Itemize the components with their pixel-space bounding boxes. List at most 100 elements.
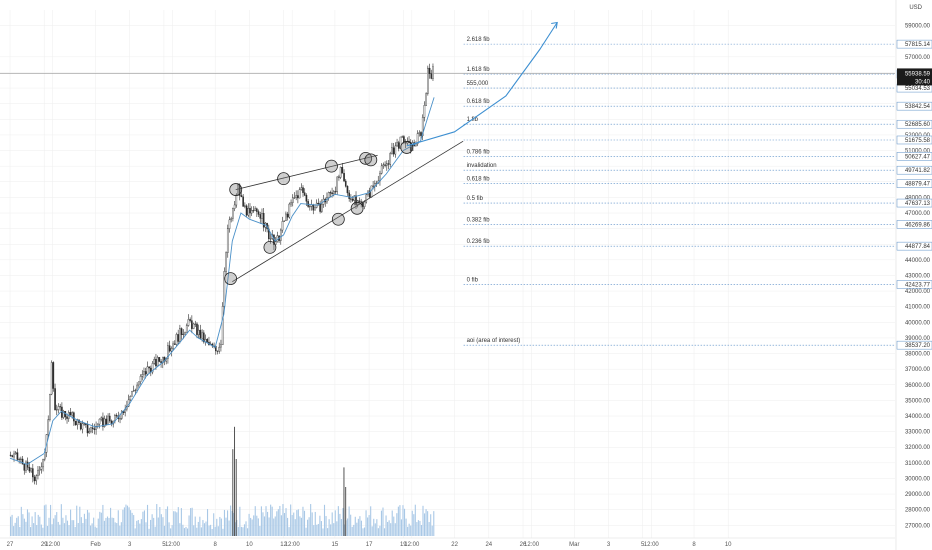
candle-body (138, 381, 140, 386)
volume-bar (114, 522, 116, 536)
volume-bar (142, 511, 144, 536)
candle-body (341, 166, 344, 174)
volume-bar (214, 526, 216, 536)
volume-bar (297, 509, 299, 536)
volume-bar (94, 526, 96, 536)
candle-body (321, 204, 323, 212)
time-tick: 26 (520, 542, 527, 548)
volume-spike (234, 426, 236, 536)
candle-body (425, 93, 427, 106)
wedge-pattern (224, 140, 464, 285)
volume-bar (199, 516, 201, 536)
volume-bar (431, 525, 433, 536)
fib-label: 0.5 fib (467, 196, 484, 202)
candle-body (170, 348, 173, 352)
volume-bar (339, 513, 341, 536)
projection-arrowhead (551, 21, 558, 29)
volume-bar (376, 519, 378, 536)
time-tick: 24 (485, 542, 492, 548)
price-tag-label: 44877.84 (905, 244, 931, 250)
volume-bar (288, 527, 290, 536)
price-tick: 40000.00 (905, 320, 931, 326)
volume-bar (250, 517, 252, 536)
candle-body (38, 468, 41, 471)
volume-bar (254, 506, 256, 536)
candle-body (233, 204, 236, 209)
volume-bar (79, 506, 81, 536)
volume-bar (108, 517, 110, 536)
candle-body (372, 185, 374, 187)
candle-body (14, 452, 17, 455)
time-tick: 27 (7, 542, 14, 548)
price-tag (896, 198, 932, 208)
price-tick: 34000.00 (905, 414, 931, 420)
volume-bar (319, 515, 321, 536)
volume-bar (428, 522, 430, 536)
time-tick: 29 (41, 542, 48, 548)
volume-bar (294, 519, 296, 536)
volume-bar (385, 515, 387, 536)
volume-bar (208, 525, 210, 536)
volume-bar (136, 520, 138, 536)
volume-bar (310, 504, 312, 536)
price-tag (896, 119, 932, 129)
price-tick: 39000.00 (905, 336, 931, 342)
volume-bar (19, 527, 21, 536)
candle-body (156, 357, 159, 367)
candle-body (172, 343, 174, 349)
volume-bar (333, 523, 335, 536)
candle-body (37, 470, 39, 476)
volume-bar (277, 509, 279, 536)
price-axis[interactable]: 59000.0057000.0052000.0051000.0048000.00… (895, 0, 932, 550)
volume-bar (342, 508, 344, 536)
fib-label: 0.618 fib (467, 177, 491, 183)
volume-bar (303, 510, 306, 536)
candle-body (185, 325, 188, 333)
price-series (9, 63, 434, 485)
candle-body (350, 198, 352, 200)
volume-bar (111, 517, 113, 536)
time-tick: 12:00 (524, 542, 540, 548)
volume-bars (10, 426, 435, 536)
touch-marker (224, 272, 237, 285)
volume-bar (390, 523, 392, 536)
volume-bar (279, 505, 281, 536)
volume-bar (82, 523, 84, 536)
volume-bar (25, 521, 27, 536)
volume-bar (322, 528, 324, 536)
candle-body (83, 423, 85, 425)
price-tick: 36000.00 (905, 383, 931, 389)
volume-bar (420, 524, 423, 536)
volume-bar (10, 516, 12, 536)
volume-bar (302, 506, 304, 536)
volume-spike (235, 459, 237, 536)
volume-bar (268, 517, 270, 536)
volume-bar (91, 523, 93, 536)
volume-bar (330, 524, 332, 536)
time-tick: 17 (366, 542, 373, 548)
volume-bar (256, 515, 258, 536)
volume-bar (200, 527, 202, 536)
candle-body (327, 192, 330, 198)
price-tick: 27000.00 (905, 523, 931, 529)
volume-bar (151, 514, 153, 536)
candle-body (256, 208, 258, 212)
volume-bar (402, 505, 404, 536)
candle-body (102, 417, 104, 427)
time-tick: 12:00 (165, 542, 181, 548)
candle-body (189, 319, 191, 321)
volume-bar (45, 504, 47, 536)
price-tag-label: 57815.14 (905, 42, 931, 48)
volume-bar (150, 519, 152, 536)
volume-bar (26, 509, 29, 536)
candle-body (244, 205, 246, 207)
volume-bar (140, 519, 142, 536)
volume-bar (280, 515, 282, 536)
price-tick: 41000.00 (905, 305, 931, 311)
candle-body (35, 475, 38, 482)
candle-body (363, 201, 366, 207)
candle-body (216, 350, 219, 352)
time-tick: 5 (641, 542, 645, 548)
